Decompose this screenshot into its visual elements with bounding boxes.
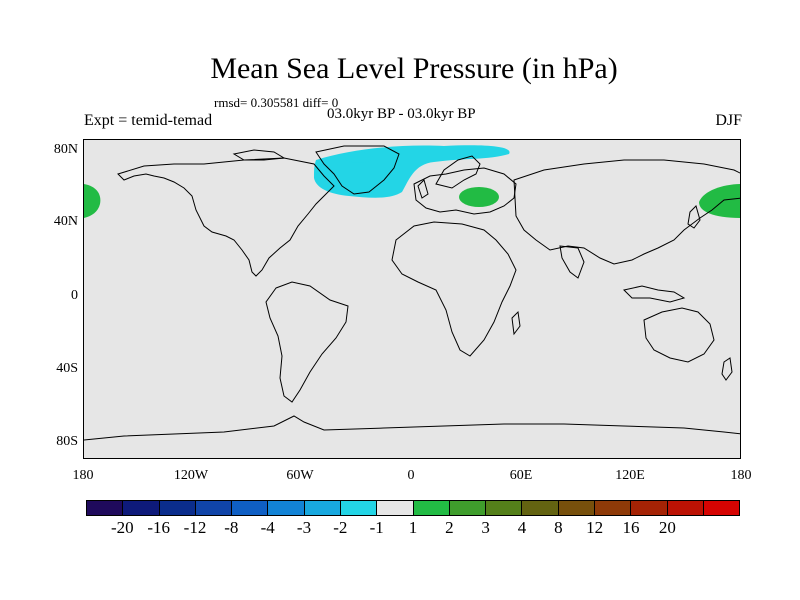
colorbar-swatch-14 <box>594 501 632 515</box>
lon-label-120e: 120E <box>615 468 645 483</box>
colorbar-tick-label: -3 <box>296 518 312 537</box>
lon-label-120w: 120W <box>173 468 209 483</box>
lat-label-80s: 80S <box>56 434 78 449</box>
coastline-india <box>559 245 585 279</box>
colorbar-swatch-9 <box>413 501 450 515</box>
colorbar-swatch-17 <box>703 501 740 515</box>
lon-label-60e: 60E <box>509 468 533 483</box>
colorbar-swatch-5 <box>268 501 305 515</box>
colorbar-tick-label: 4 <box>517 518 527 537</box>
colorbar-tick-label: 12 <box>586 518 604 537</box>
coastline-antarctica <box>84 415 740 441</box>
anomaly-regions <box>84 145 740 218</box>
lon-label-0: 0 <box>407 468 415 483</box>
rmsd-subtitle: rmsd= 0.305581 diff= 0 <box>214 95 339 110</box>
colorbar-swatch-0 <box>87 501 124 515</box>
colorbar-tick-label: 20 <box>658 518 676 537</box>
coastlines <box>84 145 740 441</box>
period-label: 03.0kyr BP - 03.0kyr BP <box>327 106 476 122</box>
colorbar-swatch-4 <box>232 501 269 515</box>
colorbar-tick-label: -1 <box>369 518 384 537</box>
season-label: DJF <box>715 112 742 129</box>
lon-label-180w: 180 <box>72 468 94 483</box>
world-map <box>84 145 740 441</box>
colorbar-swatch-11 <box>486 501 523 515</box>
colorbar-swatch-13 <box>558 501 595 515</box>
experiment-label: Expt = temid-temad <box>84 112 213 129</box>
lat-label-40n: 40N <box>53 214 78 229</box>
positive-anomaly-east-pacific <box>84 184 101 218</box>
coastline-south-america <box>265 281 349 403</box>
colorbar-tick-label: 8 <box>554 518 563 537</box>
coastline-uk <box>417 179 429 199</box>
colorbar-tick-label: -12 <box>183 518 207 537</box>
colorbar-swatch-8 <box>377 501 414 515</box>
lat-label-0: 0 <box>71 288 78 303</box>
positive-anomaly-west-pacific <box>699 184 740 218</box>
colorbar-tick-label: -8 <box>224 518 239 537</box>
lon-label-60w: 60W <box>286 468 314 483</box>
coastline-madagascar <box>511 310 521 336</box>
coastline-new-zealand <box>721 357 733 381</box>
colorbar-swatch-12 <box>522 501 559 515</box>
colorbar-swatch-10 <box>449 501 487 515</box>
colorbar-tick-label: 3 <box>481 518 490 537</box>
colorbar-swatch-15 <box>631 501 668 515</box>
lat-label-80n: 80N <box>53 142 78 157</box>
coastline-greenland <box>315 145 400 195</box>
coastline-australia <box>643 307 715 363</box>
colorbar-tick-label: 16 <box>622 518 640 537</box>
colorbar-swatch-2 <box>159 501 196 515</box>
coastline-asia <box>513 159 740 265</box>
coastline-africa <box>391 221 517 357</box>
colorbar-swatch-7 <box>340 501 378 515</box>
coastline-arctic-islands <box>232 149 286 161</box>
coastline-indonesia <box>623 285 686 303</box>
colorbar-tick-label: -4 <box>260 518 275 537</box>
colorbar-tick-label: 2 <box>445 518 454 537</box>
colorbar-swatch-6 <box>304 501 341 515</box>
colorbar-tick-label: -20 <box>110 518 134 537</box>
lon-label-180e: 180 <box>730 468 752 483</box>
coastline-japan <box>687 205 701 229</box>
coastline-scandinavia <box>435 155 481 189</box>
colorbar-tick-label: -16 <box>147 518 170 537</box>
coastline-north-america <box>117 157 335 277</box>
map-panel <box>83 139 741 459</box>
lat-label-40s: 40S <box>56 361 78 376</box>
colorbar-tick-label: -2 <box>333 518 348 537</box>
colorbar-swatch-1 <box>123 501 160 515</box>
coastline-europe <box>413 167 517 215</box>
colorbar-swatch-16 <box>667 501 704 515</box>
colorbar-swatch-3 <box>195 501 233 515</box>
colorbar <box>86 500 740 516</box>
colorbar-tick-label: 1 <box>408 518 418 537</box>
positive-anomaly-europe <box>459 187 499 207</box>
chart-title: Mean Sea Level Pressure (in hPa) <box>210 52 618 85</box>
negative-anomaly-labrador <box>344 151 374 163</box>
